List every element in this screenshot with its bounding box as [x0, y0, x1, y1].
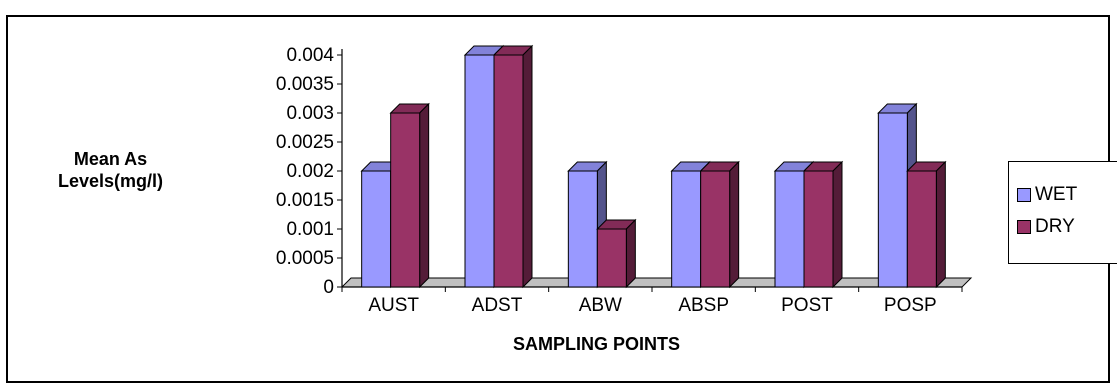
bar-front [493, 54, 524, 288]
bar-dry-aust [389, 102, 430, 289]
bar-front [361, 170, 392, 288]
y-tick-label: 0 [323, 277, 334, 298]
y-tick-label: 0.002 [286, 161, 334, 182]
x-tick-label: POST [781, 295, 833, 316]
x-tick-label: ADST [472, 295, 523, 316]
bar-side [419, 102, 430, 289]
y-axis-title-line1: Mean As [73, 149, 148, 169]
x-tick-label: ABW [579, 295, 622, 316]
bar-wet-abw [567, 160, 608, 289]
legend-item-wet: WET [1017, 184, 1077, 206]
bar-front [906, 170, 937, 288]
bar-front [671, 170, 702, 288]
bar-front [464, 54, 495, 288]
bar-dry-post [802, 160, 844, 289]
y-tick-label: 0.001 [286, 219, 334, 240]
bar-side [625, 218, 636, 289]
bar-front [803, 170, 834, 288]
y-axis-title-line2: Levels(mg/l) [58, 171, 164, 191]
legend-item-dry: DRY [1017, 216, 1075, 238]
bar-front [567, 170, 598, 288]
bar-front [596, 228, 627, 288]
legend-swatch-wet [1017, 188, 1031, 202]
y-tick-label: 0.0025 [276, 132, 334, 153]
y-axis-title: Mean As Levels(mg/l) [58, 148, 163, 192]
bar-dry-absp [699, 160, 740, 289]
x-axis-title: SAMPLING POINTS [513, 334, 681, 354]
x-tick-label: ABSP [678, 295, 729, 316]
x-tick-label: AUST [368, 295, 419, 316]
bar-side [522, 44, 533, 289]
y-tick-label: 0.0035 [276, 74, 334, 95]
y-tick-labels: 0 0.0005 0.001 0.0015 0.002 0.0025 0.003 0.0035… [276, 45, 335, 298]
y-tick-label: 0.004 [286, 45, 334, 66]
bar-dry-adst [492, 44, 534, 289]
bar-dry-abw [596, 218, 637, 289]
axes [337, 49, 973, 292]
legend-label-wet: WET [1035, 184, 1078, 205]
bar-dry-posp [906, 160, 947, 289]
bar-front [774, 170, 805, 288]
bars [360, 44, 947, 289]
bar-front [700, 170, 731, 288]
bar-front [390, 112, 421, 288]
y-tick-label: 0.003 [286, 103, 334, 124]
chart-floor [340, 277, 973, 288]
bar-side [935, 160, 946, 289]
y-tick-label: 0.0005 [276, 248, 334, 269]
legend: WET DRY [1008, 161, 1117, 264]
x-tick-labels: AUST ADST ABW ABSP POST POSP [368, 295, 936, 316]
x-tick-label: POSP [884, 295, 937, 316]
legend-swatch-dry [1017, 220, 1031, 234]
legend-label-dry: DRY [1035, 216, 1075, 237]
bar-side [832, 160, 843, 289]
y-tick-label: 0.0015 [276, 190, 334, 211]
bar-side [729, 160, 740, 289]
bar-front [877, 112, 908, 288]
